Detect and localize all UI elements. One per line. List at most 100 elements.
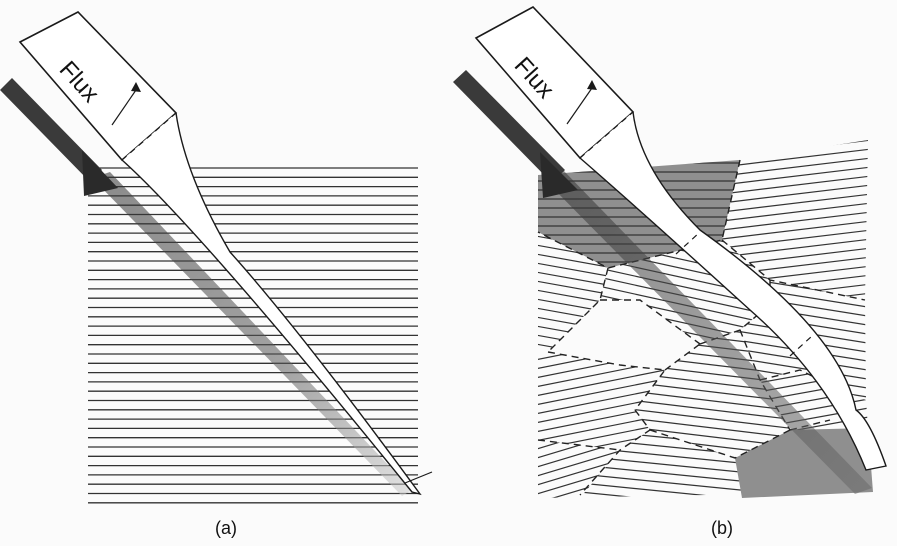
panel-b-grain [530,330,880,546]
panel-b-stripe [530,496,880,546]
panel-b-stripe [722,147,868,191]
panel-b-stripe [538,440,620,488]
panel-a-caption: (a) [215,518,237,538]
panel-b-stripe [538,297,608,352]
panel-b-stripe [760,387,868,430]
panel-b-beam-arrowhead [540,152,578,198]
panel-b-stripe [530,505,880,546]
panel-b-stripe [538,352,665,407]
panel-b-stripe [722,237,868,281]
panel-b-grain-shaded-bottom [735,428,873,498]
panel-b-stripe [538,362,665,434]
panel-b-stripe [530,514,880,546]
panel-b-stripe [722,201,868,245]
panel-b-stripe [530,514,880,546]
panel-a-beam-shadow [92,172,412,496]
panel-b-stripe [635,369,790,413]
panel-b-stripe [740,280,866,319]
panel-b-stripe [635,333,790,377]
panel-b-stripe [635,378,790,422]
panel-a: Flux [0,11,433,504]
panel-b-stripe [530,487,880,546]
panel-b: Flux [453,6,887,546]
panel-b-stripe [722,273,868,300]
panel-b-stripe [530,487,880,546]
panel-a-flux-tube: Flux [18,11,433,496]
panel-b-stripe [722,156,868,200]
panel-b-stripe [580,495,742,498]
panel-b-stripe [635,351,790,395]
panel-b-stripe [530,523,880,546]
panel-b-stripe [580,486,742,498]
panel-b-stripe [538,380,665,450]
panel-b-stripe [530,541,880,546]
panel-b-stripe [538,440,620,498]
panel-b-stripe [538,440,620,470]
panel-b-stripe [530,514,880,546]
panel-b-stripe [635,396,790,440]
panel-b-stripe [530,505,880,546]
panel-b-stripe [530,505,880,540]
panel-b-stripe [538,288,608,352]
panel-b-stripe [530,514,880,546]
panel-b-stripe [635,387,790,431]
panel-b-stripe [760,396,868,430]
panel-b-stripe [530,532,880,546]
panel-b-stripe [722,183,868,227]
panel-b-stripe [740,288,866,346]
panel-b-stripe [760,405,868,430]
panel-b-stripe [530,541,880,546]
panel-b-stripe [530,517,880,546]
panel-b-stripe [722,174,868,218]
panel-b-caption: (b) [711,518,733,538]
panel-b-stripe [600,243,775,322]
panel-b-stripe [530,489,880,546]
panel-b-stripe [530,508,880,546]
panel-b-stripe [530,541,880,546]
panel-b-stripe [600,270,775,344]
panel-b-stripe [530,523,880,546]
panel-b-stripe [530,532,880,546]
panel-b-stripe [635,414,790,458]
panel-b-stripe [530,523,880,546]
panel-b-stripe [530,496,880,546]
panel-b-stripe [635,342,790,386]
panel-b-stripe [722,210,868,254]
panel-b-stripe [530,514,880,546]
panel-b-stripe [635,423,790,458]
panel-b-stripe [530,505,880,546]
panel-b-stripe [740,280,866,337]
panel-b-stripe [530,532,880,546]
panel-b-stripe [530,505,880,546]
panel-b-stripe [538,353,665,425]
panel-b-stripe [722,246,868,290]
panel-b-stripe [530,523,880,546]
panel-b-stripe [722,219,868,263]
panel-b-stripe [722,255,868,299]
panel-b-stripe [530,541,880,546]
panel-b-stripe [538,440,620,497]
panel-b-stripe [635,330,790,368]
panel-b-stripe [530,496,880,546]
panel-b-stripe [530,496,880,546]
panel-b-stripe [538,252,608,317]
panel-b-stripe [740,280,866,310]
panel-b-stripe [538,352,665,380]
panel-b-stripe [530,523,880,546]
panel-b-stripe [530,532,880,546]
panel-b-stripe [722,228,868,272]
panel-b-stripe [538,352,665,416]
panel-b-stripe [722,282,868,300]
panel-b-stripe [538,279,608,344]
panel-b-stripe [635,405,790,449]
panel-b-stripe [530,487,880,543]
panel-b-flux-tube: Flux [474,6,887,471]
panel-b-stripe [530,487,880,546]
panel-b-stripe [538,440,620,479]
panel-b-stripe [635,360,790,404]
panel-b-stripe [538,371,665,443]
panel-b-stripe [740,280,866,328]
panel-b-stripe [530,490,880,532]
